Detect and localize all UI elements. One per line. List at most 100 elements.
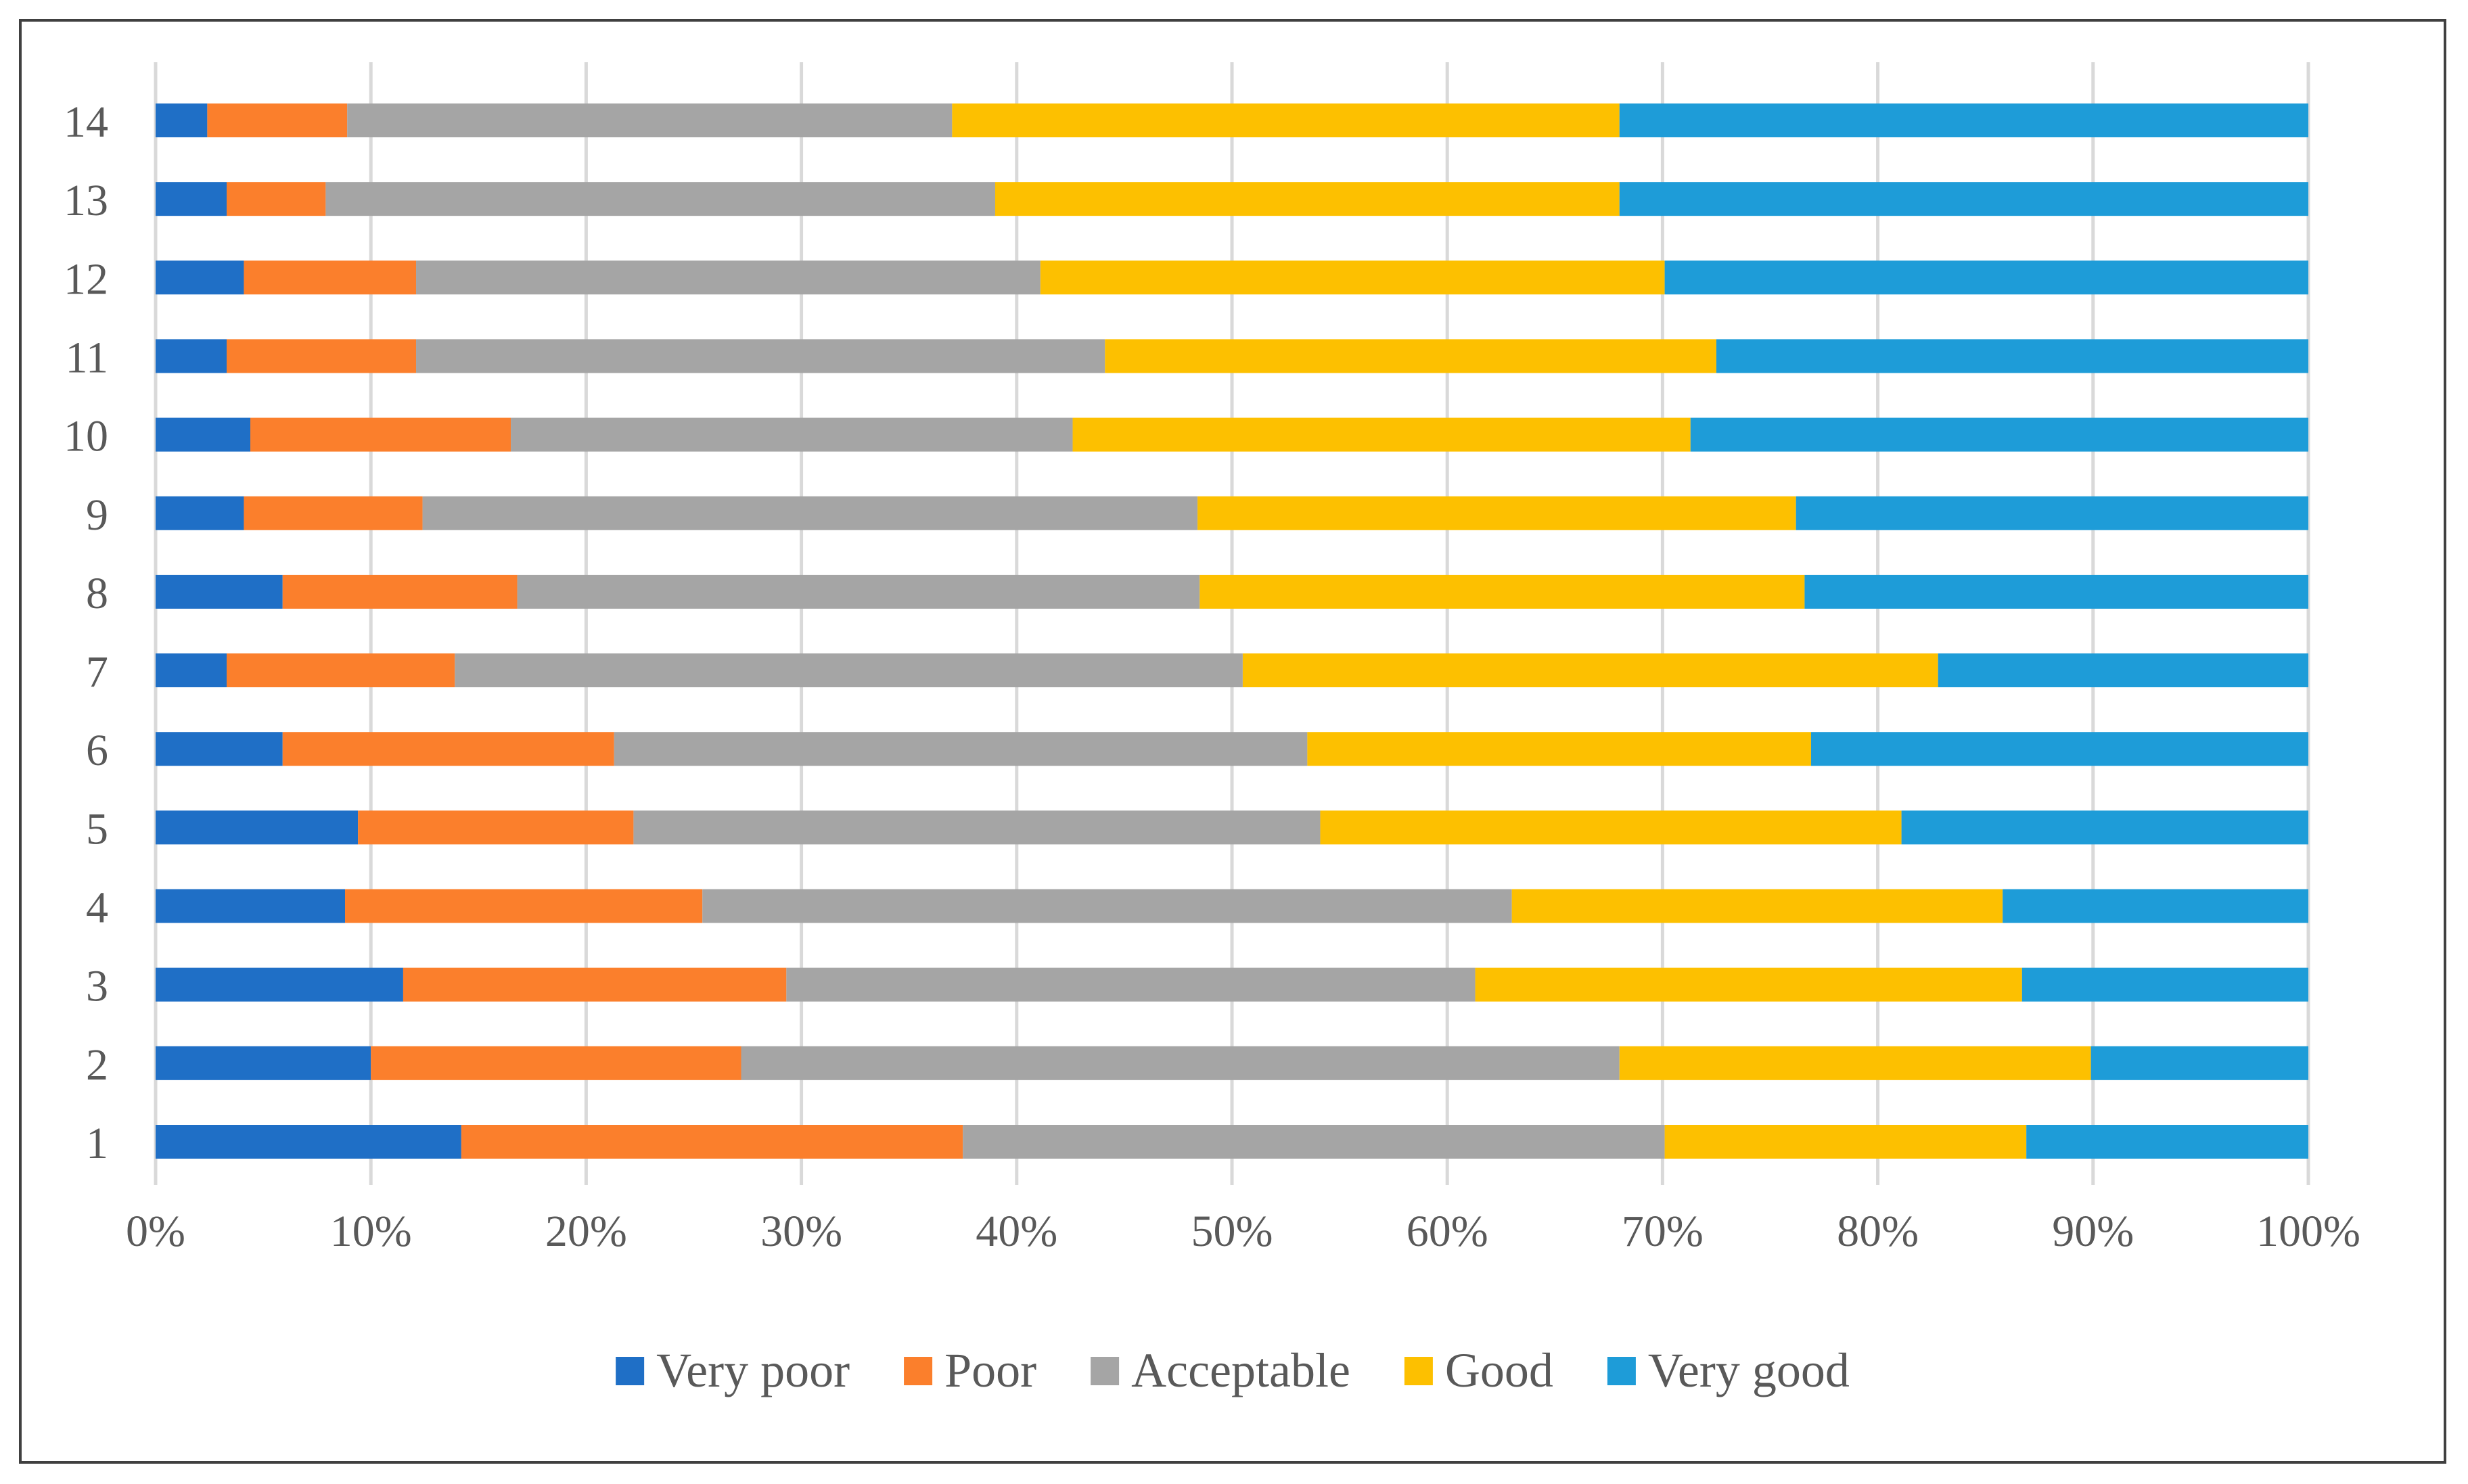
bar-segment-poor-row-4	[345, 889, 703, 923]
y-tick-label: 3	[86, 962, 108, 1011]
bar-segment-good-row-14	[952, 103, 1620, 137]
bar-segment-very-good-row-13	[1619, 182, 2308, 216]
bar-segment-acceptable-row-3	[786, 967, 1476, 1002]
bar-segment-very-good-row-2	[2090, 1046, 2308, 1080]
legend-swatch	[1607, 1357, 1636, 1385]
x-tick-label: 60%	[1407, 1207, 1488, 1256]
bar-segment-good-row-7	[1242, 653, 1938, 688]
bar-segment-good-row-6	[1307, 732, 1811, 766]
bar-segment-very-poor-row-9	[156, 496, 244, 530]
x-tick-label: 80%	[1837, 1207, 1919, 1256]
legend-swatch	[1404, 1357, 1433, 1385]
bar-segment-good-row-9	[1197, 496, 1796, 530]
bar-segment-good-row-12	[1040, 260, 1665, 295]
bar-segment-poor-row-5	[358, 810, 634, 845]
bar-segment-very-good-row-12	[1664, 260, 2308, 295]
bar-segment-very-good-row-3	[2021, 967, 2308, 1002]
x-tick-label: 0%	[126, 1207, 185, 1256]
bar-segment-very-good-row-8	[1804, 574, 2308, 609]
x-axis-tick-labels: 0% 10% 20% 30% 40% 50% 60% 70% 80% 90% 100%	[126, 1207, 2360, 1256]
bar-segment-very-poor-row-13	[156, 182, 227, 216]
bar-segment-poor-row-11	[227, 339, 417, 373]
bar-segment-acceptable-row-2	[741, 1046, 1620, 1080]
y-tick-label: 13	[64, 176, 108, 225]
bar-segment-very-good-row-9	[1796, 496, 2308, 530]
bar-row-1	[156, 1125, 2308, 1159]
bar-segment-very-poor-row-2	[156, 1046, 371, 1080]
x-tick-label: 50%	[1191, 1207, 1273, 1256]
bar-segment-acceptable-row-8	[517, 574, 1200, 609]
bar-segment-acceptable-row-10	[511, 417, 1073, 452]
x-tick-label: 40%	[976, 1207, 1057, 1256]
y-tick-label: 7	[86, 647, 108, 697]
legend-item-very-poor: Very poor	[616, 1343, 850, 1397]
bar-segment-very-good-row-5	[1901, 810, 2308, 845]
bar-segment-very-poor-row-11	[156, 339, 227, 373]
gridlines	[154, 62, 2310, 1185]
bar-segment-poor-row-9	[244, 496, 423, 530]
bar-segment-very-poor-row-10	[156, 417, 251, 452]
bar-segment-very-good-row-14	[1619, 103, 2308, 137]
bar-segment-poor-row-1	[461, 1125, 963, 1159]
bar-row-6	[156, 732, 2308, 766]
bar-segment-very-poor-row-1	[156, 1125, 461, 1159]
bar-segment-acceptable-row-12	[416, 260, 1041, 295]
bar-row-14	[156, 103, 2308, 137]
bar-segment-poor-row-13	[227, 182, 326, 216]
bar-segment-very-poor-row-3	[156, 967, 403, 1002]
y-tick-label: 9	[86, 490, 108, 540]
bar-segment-acceptable-row-9	[422, 496, 1198, 530]
bar-segment-good-row-4	[1511, 889, 2003, 923]
bar-segment-very-poor-row-8	[156, 574, 283, 609]
bar-segment-acceptable-row-11	[416, 339, 1105, 373]
legend-swatch	[904, 1357, 933, 1385]
bar-segment-acceptable-row-1	[963, 1125, 1665, 1159]
bar-segment-very-good-row-11	[1716, 339, 2308, 373]
bar-segment-very-poor-row-6	[156, 732, 283, 766]
x-tick-label: 70%	[1622, 1207, 1704, 1256]
bar-segment-very-poor-row-12	[156, 260, 244, 295]
bar-segment-good-row-8	[1199, 574, 1805, 609]
bar-row-11	[156, 339, 2308, 373]
bar-segment-good-row-3	[1475, 967, 2022, 1002]
bar-row-8	[156, 574, 2308, 609]
y-tick-label: 11	[65, 333, 108, 382]
x-tick-label: 20%	[545, 1207, 627, 1256]
legend-label: Acceptable	[1131, 1343, 1350, 1397]
bar-row-3	[156, 967, 2308, 1002]
bar-segment-very-poor-row-14	[156, 103, 208, 137]
bar-segment-very-poor-row-5	[156, 810, 359, 845]
bar-segment-poor-row-3	[403, 967, 787, 1002]
bar-row-7	[156, 653, 2308, 688]
y-tick-label: 12	[64, 254, 108, 304]
legend: Very poor Poor Acceptable Good Very good	[616, 1343, 1850, 1397]
bar-segment-good-row-13	[995, 182, 1620, 216]
legend-item-good: Good	[1404, 1343, 1553, 1397]
bar-segment-very-poor-row-4	[156, 889, 346, 923]
legend-item-poor: Poor	[904, 1343, 1036, 1397]
legend-label: Very good	[1648, 1343, 1850, 1397]
bar-segment-poor-row-10	[250, 417, 511, 452]
y-tick-label: 4	[86, 883, 108, 933]
bar-row-10	[156, 417, 2308, 452]
y-tick-label: 1	[86, 1119, 108, 1168]
x-tick-label: 10%	[330, 1207, 412, 1256]
bar-segment-good-row-11	[1105, 339, 1716, 373]
bar-segment-poor-row-2	[371, 1046, 741, 1080]
bar-row-9	[156, 496, 2308, 530]
bar-segment-very-good-row-4	[2003, 889, 2308, 923]
bar-segment-poor-row-8	[282, 574, 518, 609]
chart-frame: 1 2 3 4 5 6 7 8 9 10 11 12 13 14 0% 10% 20% 30% 40% 50% 60%…	[19, 19, 2446, 1464]
bar-segment-very-good-row-6	[1810, 732, 2308, 766]
bar-row-13	[156, 182, 2308, 216]
bar-segment-very-good-row-10	[1690, 417, 2308, 452]
legend-label: Good	[1445, 1343, 1553, 1397]
bar-segment-very-poor-row-7	[156, 653, 227, 688]
bar-row-5	[156, 810, 2308, 845]
y-tick-label: 14	[64, 97, 108, 147]
y-tick-label: 5	[86, 804, 108, 854]
bar-segment-acceptable-row-7	[455, 653, 1243, 688]
x-tick-label: 100%	[2256, 1207, 2360, 1256]
bar-segment-poor-row-7	[227, 653, 455, 688]
